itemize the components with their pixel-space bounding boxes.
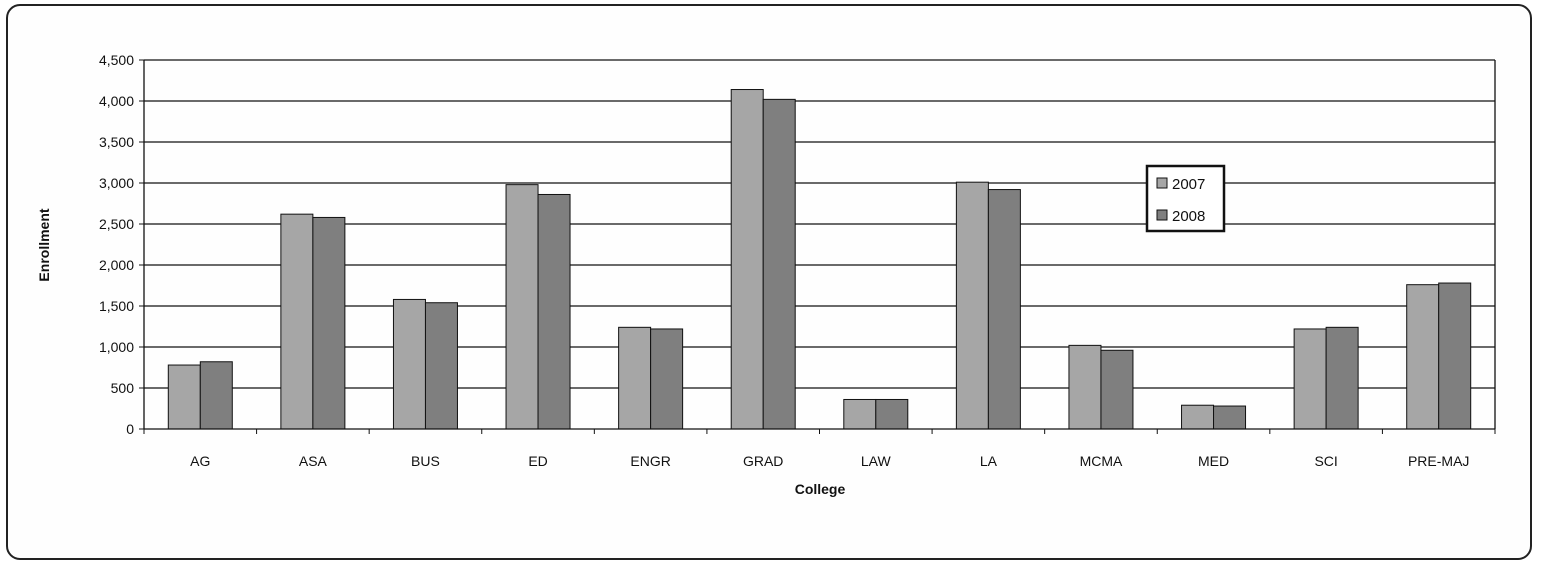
bar-2007-engr	[618, 326, 652, 430]
x-tick-label: ENGR	[630, 453, 670, 469]
x-tick-label: MCMA	[1080, 453, 1123, 469]
legend-label-2008: 2008	[1172, 208, 1205, 225]
y-tick-label: 3,500	[99, 134, 134, 150]
bar-2008-bus	[424, 302, 458, 430]
legend-swatch-2008	[1156, 209, 1168, 221]
y-tick-label: 500	[111, 380, 135, 396]
bar-2008-asa	[312, 216, 346, 430]
bar-2008-la	[987, 189, 1021, 430]
bar-2008-ed	[537, 193, 571, 430]
y-tick-label: 0	[126, 421, 134, 437]
bar-2007-law	[843, 398, 877, 430]
y-tick-labels: 0 500 1,000 1,500 2,000 2,500 3,000 3,500 4,000 4…	[99, 52, 134, 437]
bar-2007-la	[955, 181, 989, 430]
bar-2007-mcma	[1068, 344, 1102, 430]
bar-2007-bus	[392, 298, 426, 430]
bar-2008-engr	[650, 328, 684, 430]
legend-swatch-2007	[1156, 177, 1168, 189]
legend: 2007 2008	[1145, 164, 1226, 233]
x-tick-label: LA	[980, 453, 998, 469]
bars	[167, 89, 1472, 430]
y-tick-label: 1,500	[99, 298, 134, 314]
bar-2007-asa	[280, 213, 314, 430]
x-tick-label: AG	[190, 453, 210, 469]
y-tick-label: 3,000	[99, 175, 134, 191]
bar-2007-ag	[167, 364, 201, 430]
y-tick-label: 2,000	[99, 257, 134, 273]
bar-2008-pre-maj	[1438, 282, 1472, 430]
bar-2007-pre-maj	[1406, 284, 1440, 430]
x-tick-label: LAW	[861, 453, 892, 469]
y-tick-label: 4,500	[99, 52, 134, 68]
bar-2007-ed	[505, 184, 539, 430]
y-tick-label: 4,000	[99, 93, 134, 109]
gridlines	[144, 59, 1495, 389]
x-tick-label: ED	[528, 453, 547, 469]
x-tick-label: MED	[1198, 453, 1229, 469]
bar-2008-grad	[762, 98, 796, 430]
bar-2008-med	[1213, 405, 1247, 430]
bar-2007-grad	[730, 89, 764, 430]
x-tick-label: PRE-MAJ	[1408, 453, 1469, 469]
x-tick-label: ASA	[299, 453, 328, 469]
axes	[139, 59, 1496, 434]
x-tick-labels: AG ASA BUS ED ENGR GRAD LAW LA MCMA MED SCI PRE-MAJ	[190, 453, 1469, 469]
bar-2008-sci	[1325, 326, 1359, 430]
y-axis-title: Enrollment	[36, 208, 52, 281]
x-tick-label: SCI	[1314, 453, 1337, 469]
bar-2008-ag	[199, 361, 233, 430]
bar-2007-sci	[1293, 328, 1327, 430]
y-tick-label: 1,000	[99, 339, 134, 355]
y-tick-label: 2,500	[99, 216, 134, 232]
bar-2008-law	[875, 398, 909, 430]
bar-2007-med	[1181, 404, 1215, 430]
bar-2008-mcma	[1100, 349, 1134, 430]
legend-label-2007: 2007	[1172, 176, 1205, 193]
x-axis-title: College	[795, 481, 846, 497]
x-tick-label: GRAD	[743, 453, 783, 469]
x-tick-label: BUS	[411, 453, 440, 469]
